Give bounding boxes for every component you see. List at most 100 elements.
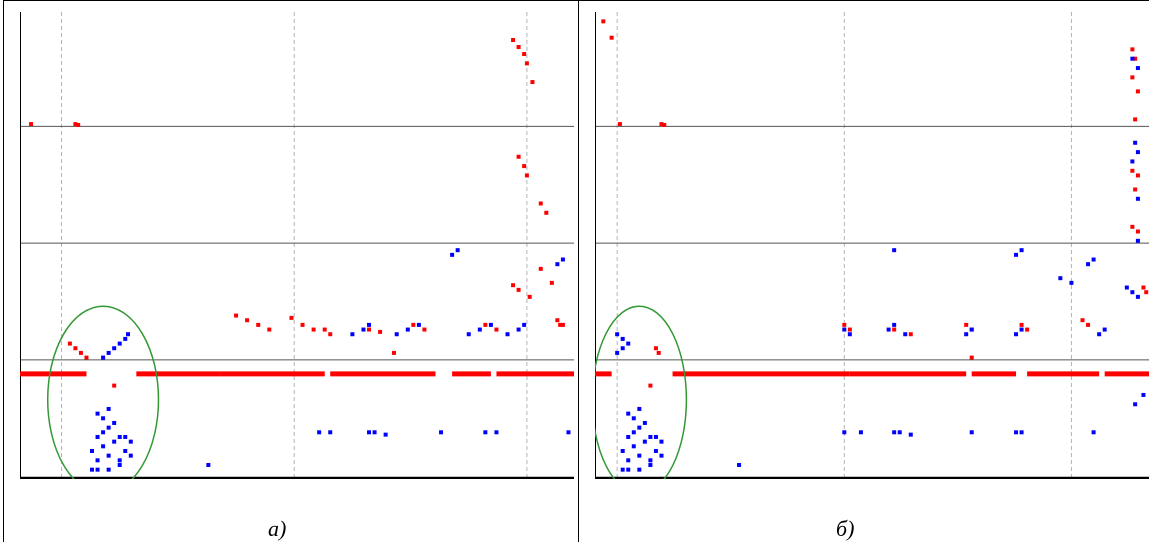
panel-b-point-s0-2 [617, 122, 622, 127]
panel-a-point-s1-11 [394, 332, 399, 337]
panel-b-point-s0-13 [1130, 224, 1135, 229]
panel-a-point-s0-1 [73, 122, 78, 127]
panel-b-point-s1-9 [1019, 248, 1024, 253]
panel-b-point-s1-4 [1130, 159, 1135, 164]
panel-b-point-s1-23 [903, 332, 908, 337]
panel-b-point-s0-20 [908, 332, 913, 337]
panel-b-point-s0-1 [609, 35, 614, 40]
panel-a-point-s1-8 [350, 332, 355, 337]
panel-a-point-s1-52 [494, 430, 499, 435]
panel-a-point-s0-18 [558, 322, 563, 327]
panel-a-point-s1-26 [112, 439, 117, 444]
panel-a-point-s0-13 [538, 266, 543, 271]
panel-b-point-s1-6 [1135, 238, 1140, 243]
panel-a-point-s0-23 [234, 313, 239, 318]
panel-b-point-s0-17 [842, 322, 847, 327]
panel-b-point-s0-26 [1086, 322, 1091, 327]
panel-a-point-s1-9 [361, 327, 366, 332]
panel-b-point-s1-20 [847, 332, 852, 337]
panel-a-point-s0-21 [78, 350, 83, 355]
panel-a-point-s0-0 [29, 122, 34, 127]
panel-a-point-s0-15 [516, 287, 521, 292]
panel-b-frame [578, 0, 1149, 542]
panel-b-point-s1-45 [642, 420, 647, 425]
panel-b-point-s1-25 [969, 327, 974, 332]
panel-b-point-s0-28 [1144, 290, 1149, 295]
panel-a-point-s0-34 [411, 322, 416, 327]
panel-b-point-s1-35 [620, 448, 625, 453]
panel-a-point-s1-35 [95, 467, 100, 472]
panel-b-point-s1-7 [892, 248, 897, 253]
panel-a-point-s0-6 [524, 61, 529, 66]
panel-b-point-s1-57 [737, 462, 742, 467]
panel-a-point-s1-23 [95, 458, 100, 463]
panel-a-point-s1-51 [483, 430, 488, 435]
panel-b-point-s1-47 [620, 467, 625, 472]
panel-b-point-s1-2 [1133, 140, 1138, 145]
panel-b-point-s0-21 [964, 322, 969, 327]
panel-b-point-s1-40 [648, 462, 653, 467]
panel-a-point-s1-4 [123, 336, 128, 341]
panel-b-point-s1-54 [631, 416, 636, 421]
panel-b-point-s1-12 [1058, 276, 1063, 281]
panel-b-point-s0-9 [1133, 117, 1138, 122]
panel-a-point-s0-19 [67, 341, 72, 346]
panel-b-point-s0-12 [1133, 187, 1138, 192]
panel-b-svg [595, 12, 1149, 479]
panel-a-point-s1-39 [128, 439, 133, 444]
panel-b-point-s1-30 [1124, 285, 1129, 290]
panel-b-point-s1-8 [1014, 252, 1019, 257]
panel-a-point-s1-0 [101, 355, 106, 360]
panel-a-point-s0-17 [549, 280, 554, 285]
panel-b-point-s1-59 [858, 430, 863, 435]
panel-a-point-s1-42 [95, 411, 100, 416]
panel-a-point-s0-40 [391, 350, 396, 355]
panel-a-point-s1-47 [367, 430, 372, 435]
panel-a-plot [20, 12, 574, 479]
panel-a-point-s1-37 [117, 458, 122, 463]
panel-b-point-s1-65 [1019, 430, 1024, 435]
panel-b-point-s1-51 [659, 453, 664, 458]
panel-b-point-s1-10 [1086, 262, 1091, 267]
panel-a-point-s0-28 [300, 322, 305, 327]
panel-a-point-s1-19 [522, 322, 527, 327]
panel-a-point-s1-27 [117, 462, 122, 467]
panel-b-point-s1-16 [615, 350, 620, 355]
panel-a-point-s1-50 [439, 430, 444, 435]
panel-a-point-s1-10 [367, 322, 372, 327]
panel-b-point-s1-21 [886, 327, 891, 332]
panel-a-point-s1-28 [123, 448, 128, 453]
panel-b-plot [595, 12, 1149, 479]
panel-b-point-s1-33 [1133, 402, 1138, 407]
panel-a-point-s0-38 [555, 318, 560, 323]
panel-a-point-s1-16 [488, 322, 493, 327]
panel-a-point-s1-3 [117, 341, 122, 346]
panel-a-point-s1-7 [455, 248, 460, 253]
panel-b-point-s1-53 [653, 434, 658, 439]
panel-b-point-s0-15 [653, 346, 658, 351]
panel-a-point-s1-32 [112, 420, 117, 425]
panel-b-point-s1-34 [1141, 392, 1146, 397]
panel-b-point-s1-42 [626, 434, 631, 439]
panel-b-point-s1-61 [897, 430, 902, 435]
panel-b-point-s0-5 [1130, 47, 1135, 52]
panel-b-point-s1-44 [637, 425, 642, 430]
panel-a-point-s0-30 [322, 327, 327, 332]
panel-a-point-s0-39 [560, 322, 565, 327]
panel-b-point-s0-6 [1133, 56, 1138, 61]
panel-a-point-s1-20 [555, 262, 560, 267]
panel-b-point-s1-56 [637, 406, 642, 411]
panel-b-point-s0-23 [1019, 322, 1024, 327]
panel-a-point-s1-48 [372, 430, 377, 435]
panel-b-point-s1-64 [1014, 430, 1019, 435]
panel-b-point-s1-60 [892, 430, 897, 435]
panel-a-point-s0-22 [84, 355, 89, 360]
panel-b-point-s0-0 [601, 19, 606, 24]
panel-a-point-s0-36 [483, 322, 488, 327]
panel-a-point-s1-45 [317, 430, 322, 435]
panel-b-point-s1-22 [892, 322, 897, 327]
panel-b-point-s1-14 [615, 332, 620, 337]
panel-a-highlight-ellipse [46, 305, 160, 479]
panel-a-point-s0-24 [245, 318, 250, 323]
panel-b-point-s0-25 [1080, 318, 1085, 323]
